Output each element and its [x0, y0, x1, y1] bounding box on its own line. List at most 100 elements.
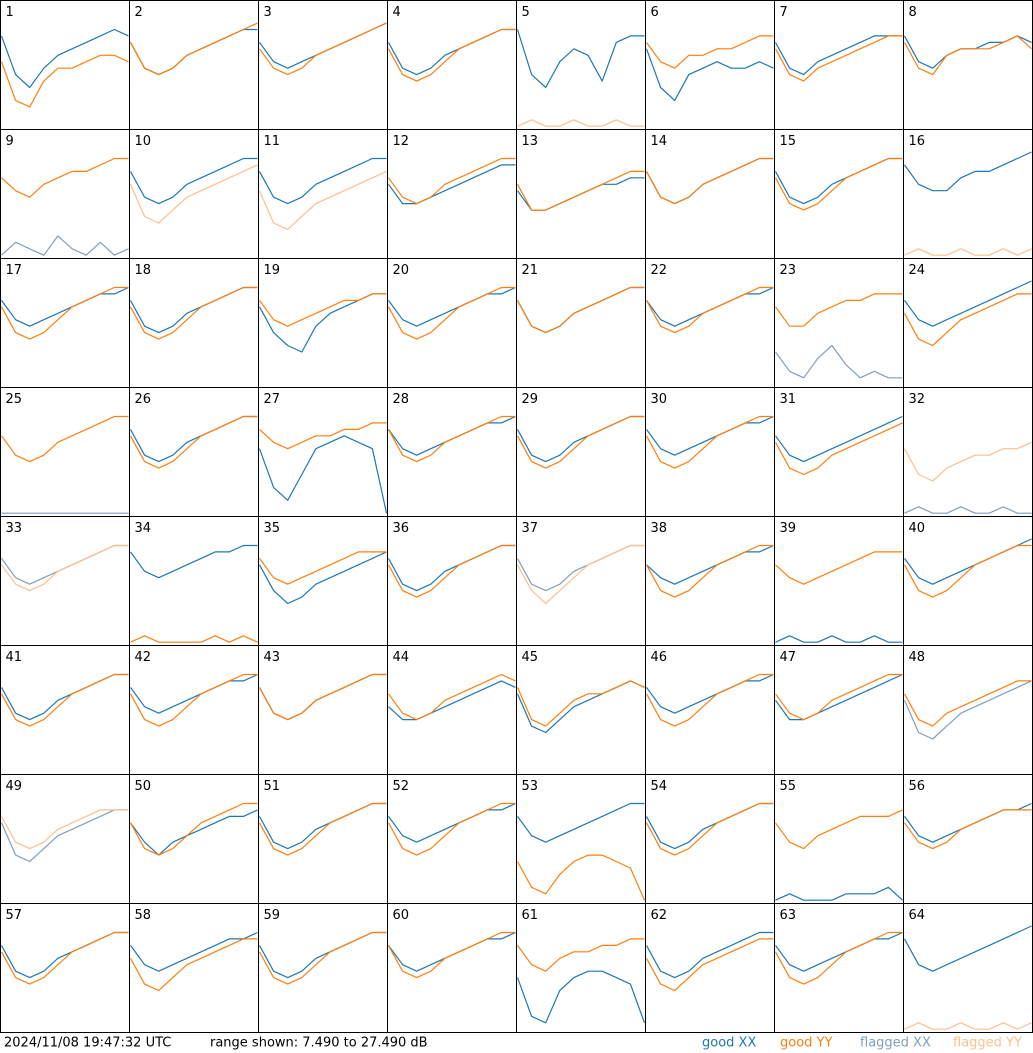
spectrum-line [130, 809, 258, 856]
spectrum-line [645, 931, 774, 979]
panel-label: 48 [909, 650, 926, 665]
spectrum-line [904, 248, 1032, 256]
panel-label: 22 [651, 263, 668, 278]
legend-entry: good YY [780, 1036, 832, 1051]
spectrum-line [259, 22, 387, 69]
spectrum-line [517, 938, 645, 972]
spectrum-line [904, 809, 1032, 850]
panel-label: 16 [909, 134, 926, 149]
spectrum-line [130, 635, 258, 643]
panel-label: 49 [6, 779, 23, 794]
spectrum-line [0, 286, 129, 340]
legend-entry: flagged XX [860, 1036, 931, 1051]
panel-label: 59 [264, 908, 281, 923]
range-text: range shown: 7.490 to 27.490 dB [210, 1036, 428, 1051]
spectrum-line [903, 35, 1032, 69]
panel-label: 43 [264, 650, 281, 665]
panel-label: 24 [909, 263, 926, 278]
panel-label: 8 [909, 5, 917, 20]
spectrum-line [775, 415, 903, 463]
panel-label: 6 [651, 5, 659, 20]
spectrum-line [904, 151, 1032, 192]
spectrum-line [0, 28, 129, 89]
spectrum-line [904, 1022, 1032, 1030]
panel-label: 50 [135, 779, 152, 794]
spectrum-line [646, 35, 774, 69]
panel-label: 29 [522, 392, 539, 407]
spectrum-line [388, 157, 516, 205]
panel-label: 46 [651, 650, 668, 665]
spectrum-line [903, 680, 1032, 740]
panel-label: 47 [780, 650, 797, 665]
spectrum-line [388, 802, 516, 843]
panel-label: 19 [264, 263, 281, 278]
spectrum-line [387, 286, 516, 340]
spectrum-line [258, 157, 387, 205]
spectrum-line [516, 415, 645, 469]
panel-label: 64 [909, 908, 926, 923]
spectrum-line [130, 673, 258, 714]
spectrum-line [516, 286, 645, 334]
panel-label: 42 [135, 650, 152, 665]
spectrum-line [904, 538, 1032, 585]
spectrum-line [774, 422, 903, 476]
spectrum-line [388, 680, 516, 721]
panel-label: 1 [6, 5, 14, 20]
spectrum-line [387, 415, 516, 463]
panel-label: 61 [522, 908, 539, 923]
panel-label: 2 [135, 5, 143, 20]
spectrum-line [646, 415, 774, 456]
panel-border [0, 129, 130, 259]
spectrum-line [129, 286, 258, 334]
panel-label: 53 [522, 779, 539, 794]
spectrum-line [516, 170, 645, 211]
spectrum-line [775, 931, 903, 972]
spectrum-line [130, 931, 258, 972]
spectrum-line [645, 48, 774, 102]
spectrum-line [387, 28, 516, 76]
spectrum-line [129, 157, 258, 205]
panel-label: 27 [264, 392, 281, 407]
panel-label: 20 [393, 263, 410, 278]
panel-label: 34 [135, 521, 152, 536]
panel-label: 32 [909, 392, 926, 407]
spectrum-line [775, 635, 903, 643]
panel-label: 7 [780, 5, 788, 20]
spectrum-line [0, 673, 129, 727]
spectrum-line [259, 22, 387, 76]
spectrum-line [387, 931, 516, 979]
panel-label: 39 [780, 521, 797, 536]
panel-label: 31 [780, 392, 797, 407]
spectrum-line [258, 435, 388, 514]
spectrum-line [388, 164, 516, 205]
spectrum-line [258, 170, 387, 230]
spectrum-line [129, 415, 258, 463]
spectrum-line [129, 415, 258, 469]
spectrum-line [387, 544, 516, 598]
panel-label: 63 [780, 908, 797, 923]
panel-label: 17 [6, 263, 23, 278]
spectrum-line [645, 802, 774, 850]
spectrum-line [775, 551, 903, 585]
panel-border [903, 0, 1033, 130]
spectrum-line [903, 925, 1032, 972]
spectrum-line [0, 809, 129, 863]
spectrum-line [129, 164, 258, 224]
panel-label: 23 [780, 263, 797, 278]
spectrum-line [646, 544, 774, 585]
spectrum-line [259, 422, 387, 450]
spectrum-line [258, 673, 387, 721]
spectrum-line [774, 157, 903, 211]
spectrum-line [1, 544, 129, 592]
panel-label: 28 [393, 392, 410, 407]
spectrum-line [645, 544, 774, 598]
panel-border [774, 0, 904, 130]
spectrum-line [388, 673, 516, 721]
panel-label: 60 [393, 908, 410, 923]
panel-label: 36 [393, 521, 410, 536]
panel-label: 25 [6, 392, 23, 407]
panel-label: 18 [135, 263, 152, 278]
panel-label: 40 [909, 521, 926, 536]
panel-label: 44 [393, 650, 410, 665]
